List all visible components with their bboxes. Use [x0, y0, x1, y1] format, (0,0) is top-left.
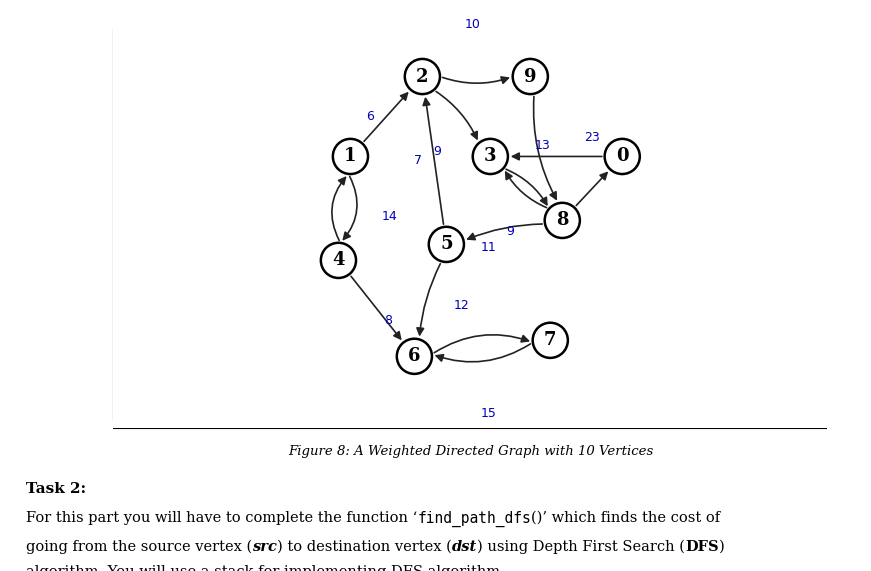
Text: 2: 2 — [416, 67, 429, 86]
Text: ) to destination vertex (: ) to destination vertex ( — [277, 540, 452, 554]
Text: ) using Depth First Search (: ) using Depth First Search ( — [477, 540, 685, 554]
Text: 23: 23 — [584, 131, 599, 144]
FancyArrowPatch shape — [364, 93, 408, 141]
FancyArrowPatch shape — [417, 264, 440, 335]
Text: 6: 6 — [367, 110, 375, 123]
Text: 13: 13 — [534, 139, 550, 152]
Text: algorithm. You will use a stack for implementing DFS algorithm.: algorithm. You will use a stack for impl… — [26, 565, 505, 571]
Text: 9: 9 — [434, 146, 442, 158]
Text: dst: dst — [452, 540, 477, 554]
FancyArrowPatch shape — [351, 276, 401, 339]
Text: 11: 11 — [481, 242, 496, 255]
FancyArrowPatch shape — [436, 344, 530, 362]
FancyArrowPatch shape — [534, 96, 557, 199]
Text: 15: 15 — [480, 408, 496, 420]
Circle shape — [397, 339, 432, 374]
Text: 3: 3 — [484, 147, 496, 166]
Text: 1: 1 — [344, 147, 357, 166]
Text: 12: 12 — [454, 299, 469, 312]
Circle shape — [473, 139, 508, 174]
Text: 8: 8 — [556, 211, 569, 230]
Text: Figure 8: A Weighted Directed Graph with 10 Vertices: Figure 8: A Weighted Directed Graph with… — [287, 445, 653, 459]
Text: DFS: DFS — [685, 540, 719, 554]
Text: 5: 5 — [440, 235, 453, 254]
Text: 6: 6 — [408, 347, 421, 365]
Circle shape — [405, 59, 440, 94]
FancyArrowPatch shape — [506, 172, 547, 208]
FancyArrowPatch shape — [512, 153, 602, 160]
Circle shape — [513, 59, 548, 94]
FancyArrowPatch shape — [332, 178, 346, 240]
Text: 7: 7 — [415, 154, 422, 167]
FancyArrowPatch shape — [436, 91, 477, 139]
FancyArrowPatch shape — [343, 176, 357, 239]
Text: Task 2:: Task 2: — [26, 482, 86, 497]
Circle shape — [429, 227, 464, 262]
Circle shape — [321, 243, 356, 278]
Text: 9: 9 — [506, 225, 515, 238]
FancyArrowPatch shape — [468, 224, 543, 240]
FancyArrowPatch shape — [423, 99, 443, 224]
Circle shape — [533, 323, 568, 358]
Circle shape — [333, 139, 368, 174]
Text: 7: 7 — [544, 331, 557, 349]
Text: ): ) — [719, 540, 725, 554]
Text: find_path_dfs: find_path_dfs — [417, 511, 531, 527]
Text: 8: 8 — [384, 314, 393, 327]
Text: 10: 10 — [464, 18, 480, 31]
Text: 14: 14 — [382, 210, 398, 223]
Text: 9: 9 — [524, 67, 537, 86]
Text: 4: 4 — [332, 251, 345, 270]
Text: For this part you will have to complete the function ‘: For this part you will have to complete … — [26, 511, 417, 525]
FancyArrowPatch shape — [506, 169, 547, 204]
Text: ()’ which finds the cost of: ()’ which finds the cost of — [531, 511, 720, 525]
Text: src: src — [253, 540, 277, 554]
Circle shape — [544, 203, 580, 238]
Text: 0: 0 — [616, 147, 629, 166]
FancyArrowPatch shape — [442, 77, 509, 83]
Circle shape — [604, 139, 640, 174]
Text: going from the source vertex (: going from the source vertex ( — [26, 540, 253, 554]
FancyArrowPatch shape — [577, 172, 607, 206]
FancyArrowPatch shape — [434, 335, 529, 353]
